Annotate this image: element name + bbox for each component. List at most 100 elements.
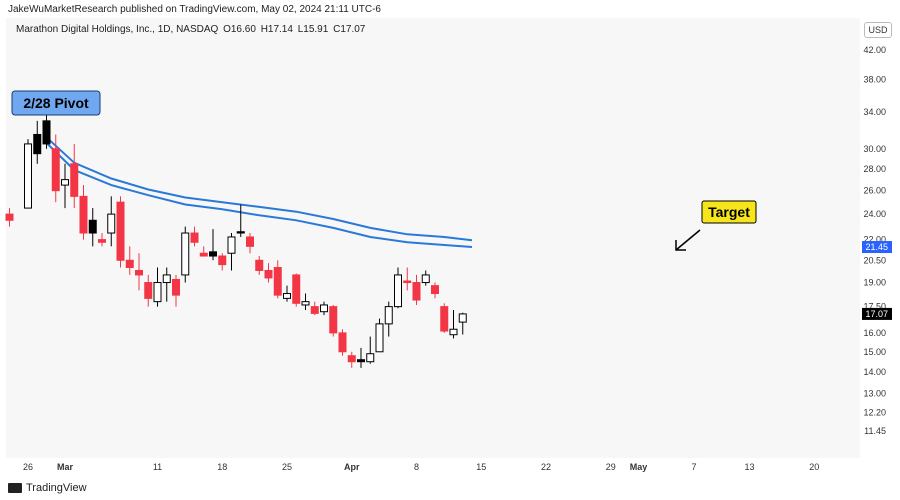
candle-body [458, 313, 467, 323]
currency-selector[interactable]: USD [864, 22, 892, 38]
candle-body [218, 255, 227, 266]
candle-body [357, 359, 365, 363]
candle-body [42, 120, 51, 145]
candle-body [384, 306, 393, 325]
x-tick-label: 22 [541, 462, 551, 472]
candle-body [199, 252, 208, 257]
x-tick-label: 15 [476, 462, 486, 472]
y-tick-label: 34.00 [863, 107, 886, 117]
candle-body [181, 232, 190, 276]
symbol-info: Marathon Digital Holdings, Inc., 1D, NAS… [16, 24, 367, 35]
x-tick-label: Mar [57, 462, 74, 472]
ohlc-open: O16.60 [223, 24, 256, 35]
price-label-box [862, 241, 892, 254]
candle-body [24, 143, 32, 209]
y-tick-label: 19.00 [863, 278, 886, 288]
candle-body [107, 213, 116, 234]
top-bar: JakeWuMarketResearch published on Tradin… [0, 0, 900, 18]
ohlc-low: L15.91 [297, 24, 329, 35]
candle-body [190, 232, 199, 243]
pivot-label-box [11, 90, 101, 116]
candle-body [440, 306, 449, 332]
candle-body [255, 259, 264, 271]
y-tick-label: 13.00 [863, 389, 886, 399]
ohlc-close: C17.07 [333, 24, 366, 35]
candle-body [236, 231, 245, 234]
y-tick-label: 20.50 [863, 255, 886, 265]
y-tick-label: 17.50 [863, 302, 886, 312]
candle-body [125, 259, 134, 269]
price-label: 21.45 [865, 242, 888, 252]
candle-body [431, 285, 439, 295]
candle-body [88, 219, 97, 234]
candle-body [347, 355, 356, 363]
candle-body [264, 269, 273, 279]
y-tick-label: 14.00 [863, 367, 886, 377]
candle-body [135, 269, 143, 276]
target-label: Target [708, 204, 750, 220]
candle-body [301, 301, 310, 306]
y-tick-label: 24.00 [863, 209, 886, 219]
chart-area[interactable]: Marathon Digital Holdings, Inc., 1D, NAS… [6, 18, 860, 458]
y-tick-label: 28.00 [863, 164, 886, 174]
tradingview-logo[interactable]: TradingView [8, 482, 87, 494]
y-tick-label: 30.00 [863, 144, 886, 154]
candle-body [33, 133, 42, 155]
x-tick-label: 11 [153, 462, 162, 472]
y-tick-label: 11.45 [864, 426, 886, 436]
candle-body [144, 282, 153, 299]
x-tick-label: 13 [744, 462, 754, 472]
y-tick-label: 42.00 [863, 45, 886, 55]
published-note: JakeWuMarketResearch published on Tradin… [8, 4, 381, 15]
candle-body [70, 163, 79, 197]
y-tick-label: 26.00 [863, 186, 886, 196]
candle-body [366, 353, 375, 363]
candle-body [116, 201, 125, 261]
candle-body [5, 213, 14, 221]
candle-body [209, 251, 217, 257]
y-tick-label: 12.20 [863, 407, 886, 417]
x-tick-label: 18 [217, 462, 227, 472]
price-label-box [862, 307, 892, 320]
candle-body [98, 239, 106, 243]
x-tick-label: 29 [606, 462, 616, 472]
x-tick-label: 20 [809, 462, 819, 472]
candle-body [338, 332, 347, 353]
candle-body [421, 274, 430, 284]
x-tick-label: 26 [23, 462, 33, 472]
pivot-label: 2/28 Pivot [23, 95, 89, 111]
candle-body [283, 293, 291, 299]
candle-body [375, 323, 384, 353]
candle-body [273, 267, 282, 296]
candle-body [320, 304, 328, 313]
candle-body [310, 306, 319, 314]
footer: TradingView [0, 480, 900, 500]
candle-body [61, 179, 69, 186]
symbol-name: Marathon Digital Holdings, Inc., 1D, NAS… [16, 24, 219, 35]
candle-body [79, 195, 88, 234]
candle-body [246, 236, 254, 247]
ma-line-lower [45, 142, 473, 248]
brand-text: TradingView [26, 482, 87, 494]
x-tick-label: 25 [282, 462, 292, 472]
candle-body [412, 282, 421, 301]
price-label: 17.07 [865, 309, 888, 319]
tradingview-icon [8, 483, 22, 494]
candle-body [292, 274, 301, 304]
x-tick-label: Apr [344, 462, 360, 472]
candle-body [329, 306, 338, 334]
target-label-box [701, 200, 757, 224]
candle-body [394, 274, 402, 308]
candle-body [403, 280, 412, 284]
x-tick-label: 8 [414, 462, 419, 472]
ma-line-upper [45, 136, 473, 242]
candle-body [449, 328, 458, 336]
y-tick-label: 15.00 [863, 347, 886, 357]
candle-body [172, 278, 180, 296]
candle-body [227, 236, 236, 254]
price-chart: 42.00 38.00 34.00 30.00 28.00 26.00 24.00 22.00… [5, 45, 892, 472]
y-tick-label: 16.00 [863, 328, 886, 338]
y-tick-label: 22.00 [863, 235, 886, 245]
chart-frame: Marathon Digital Holdings, Inc., 1D, NAS… [0, 18, 900, 480]
x-tick-label: May [630, 462, 648, 472]
